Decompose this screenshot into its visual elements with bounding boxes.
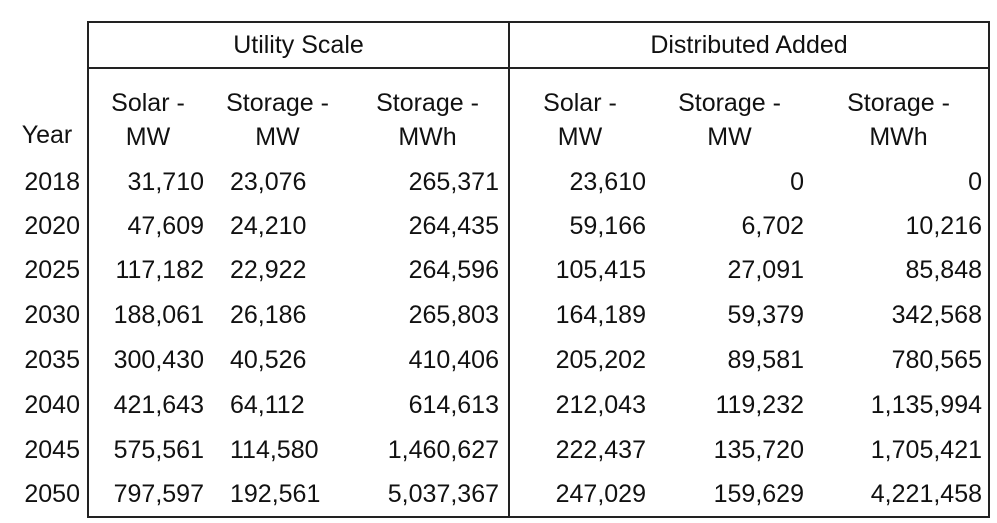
utility-solar-mw-cell: 47,609 [127,212,204,240]
right-border [988,21,990,518]
year-cell: 2020 [24,212,80,240]
utility-storage-mw-cell: 114,580 [230,436,319,464]
header-line-2: MW [707,123,752,151]
header-line-2: MWh [869,123,928,151]
distributed-storage-mw-header: Storage - MW [662,86,797,154]
distributed-solar-mw-cell: 164,189 [555,301,646,329]
header-line-1: Storage - [226,89,329,117]
utility-solar-mw-cell: 31,710 [127,168,204,196]
distributed-storage-mwh-cell: 85,848 [905,256,982,284]
distributed-storage-mwh-cell: 10,216 [905,212,982,240]
utility-storage-mw-header: Storage - MW [210,86,345,154]
utility-storage-mwh-cell: 264,596 [408,256,499,284]
utility-storage-mwh-cell: 410,406 [408,346,499,374]
header-line-2: MW [125,123,171,151]
utility-storage-mw-cell: 26,186 [230,301,307,329]
distributed-solar-mw-cell: 59,166 [569,212,646,240]
header-separator-line [87,67,990,69]
header-line-2: MW [557,123,603,151]
utility-storage-mw-cell: 22,922 [230,256,307,284]
distributed-storage-mw-cell: 27,091 [727,256,804,284]
distributed-solar-mw-cell: 222,437 [555,436,646,464]
distributed-solar-mw-cell: 247,029 [555,480,646,508]
distributed-solar-mw-header: Solar - MW [525,86,635,154]
header-line-2: MWh [398,123,457,151]
distributed-storage-mwh-cell: 1,135,994 [870,391,982,419]
outer-top-border [87,21,990,23]
utility-storage-mwh-cell: 614,613 [408,391,499,419]
utility-scale-header: Utility Scale [233,31,364,59]
utility-solar-mw-cell: 797,597 [113,480,204,508]
year-cell: 2040 [24,391,80,419]
group-divider [508,21,510,518]
distributed-storage-mw-cell: 0 [790,168,804,196]
distributed-added-header: Distributed Added [650,31,848,59]
utility-storage-mwh-header: Storage - MWh [360,86,495,154]
distributed-solar-mw-cell: 105,415 [555,256,646,284]
year-cell: 2025 [24,256,80,284]
distributed-storage-mw-cell: 159,629 [713,480,804,508]
distributed-storage-mw-cell: 6,702 [741,212,804,240]
outer-bottom-border [87,516,990,518]
utility-storage-mw-cell: 23,076 [230,168,307,196]
utility-solar-mw-cell: 188,061 [113,301,204,329]
utility-storage-mw-cell: 192,561 [230,480,321,508]
distributed-storage-mw-cell: 135,720 [713,436,804,464]
left-border [87,21,89,518]
distributed-storage-mwh-cell: 780,565 [891,346,982,374]
utility-solar-mw-cell: 300,430 [113,346,204,374]
distributed-solar-mw-cell: 205,202 [555,346,646,374]
utility-storage-mw-cell: 40,526 [230,346,307,374]
utility-storage-mwh-cell: 5,037,367 [387,480,499,508]
distributed-storage-mw-cell: 119,232 [715,391,804,419]
utility-storage-mw-cell: 64,112 [230,391,305,419]
distributed-solar-mw-cell: 23,610 [569,168,646,196]
year-cell: 2018 [24,168,80,196]
year-cell: 2050 [24,480,80,508]
header-line-1: Storage - [847,89,950,117]
distributed-storage-mwh-cell: 1,705,421 [870,436,982,464]
year-cell: 2035 [24,346,80,374]
utility-solar-mw-cell: 421,643 [113,391,204,419]
utility-storage-mwh-cell: 265,371 [408,168,499,196]
distributed-solar-mw-cell: 212,043 [555,391,646,419]
distributed-storage-mw-cell: 89,581 [727,346,804,374]
utility-solar-mw-header: Solar - MW [94,86,202,154]
distributed-storage-mwh-cell: 342,568 [891,301,982,329]
year-column-header: Year [21,121,73,149]
distributed-storage-mwh-cell: 4,221,458 [870,480,982,508]
header-line-1: Storage - [376,89,479,117]
utility-storage-mwh-cell: 1,460,627 [387,436,499,464]
utility-storage-mwh-cell: 264,435 [408,212,499,240]
distributed-storage-mwh-header: Storage - MWh [831,86,966,154]
utility-storage-mwh-cell: 265,803 [408,301,499,329]
utility-solar-mw-cell: 575,561 [113,436,204,464]
header-line-2: MW [255,123,300,151]
year-cell: 2045 [24,436,80,464]
distributed-storage-mw-cell: 59,379 [727,301,804,329]
utility-solar-mw-cell: 117,182 [115,256,204,284]
year-cell: 2030 [24,301,80,329]
header-line-1: Solar - [111,89,185,117]
utility-storage-mw-cell: 24,210 [230,212,307,240]
distributed-storage-mwh-cell: 0 [968,168,982,196]
header-line-1: Solar - [543,89,617,117]
header-line-1: Storage - [678,89,781,117]
